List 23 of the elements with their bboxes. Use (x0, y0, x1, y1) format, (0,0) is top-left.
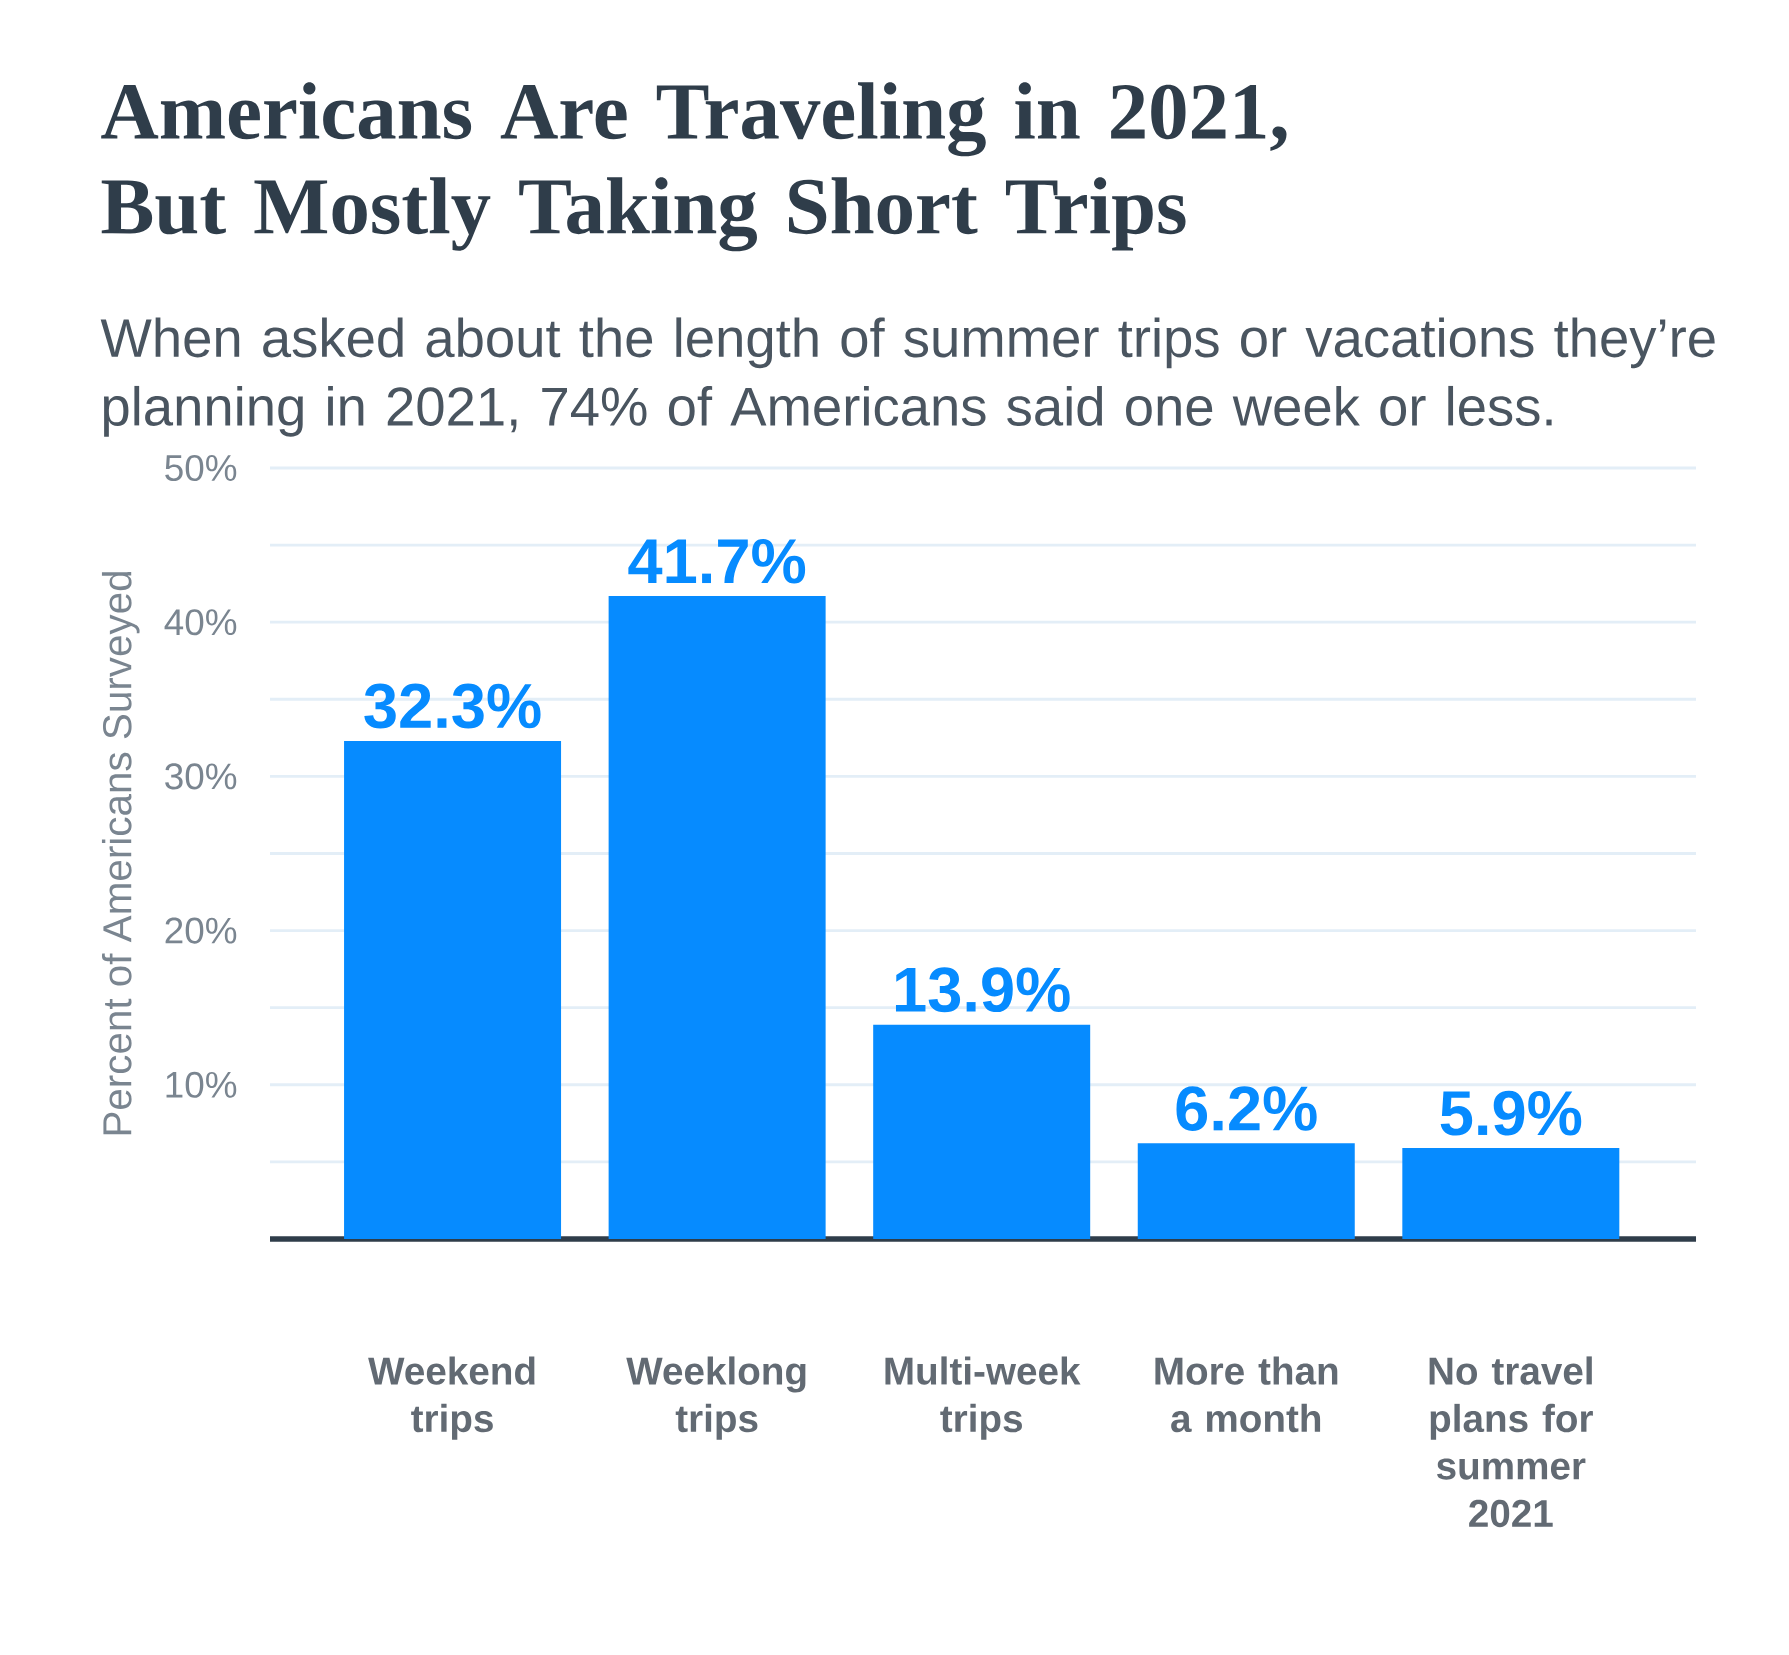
data-label: 5.9% (1440, 1090, 1582, 1136)
bar (608, 595, 826, 1239)
chart-subtitle: When asked about the length of summer trips or vacations they’re planning in 2021, 74% of Americans said one week or less. (100, 317, 1715, 437)
data-label: 13.9% (895, 967, 1070, 1013)
y-tick-label: 20% (165, 917, 237, 944)
x-tick-label: Multi-week trips (885, 1356, 1081, 1440)
bar (1402, 1148, 1620, 1239)
x-tick-label: Weekend trips (368, 1356, 535, 1440)
y-tick-label: 50% (165, 454, 237, 482)
x-tick-label: More than a month (1155, 1356, 1338, 1433)
x-tick-label: No travel plans for summer 2021 (1429, 1356, 1593, 1528)
data-label: 6.2% (1176, 1086, 1317, 1131)
chart-title: Americans Are Traveling in 2021, But Mostly Taking Short Trips (101, 82, 1287, 252)
bar (344, 740, 562, 1239)
x-tick-label: Weeklong trips (626, 1356, 806, 1440)
y-axis-title: Percent of Americans Surveyed (101, 572, 140, 1135)
data-label: 41.7% (628, 539, 806, 584)
y-tick-label: 40% (164, 609, 237, 636)
bar (1137, 1143, 1355, 1239)
y-tick-label: 30% (165, 763, 237, 790)
data-label: 32.3% (364, 683, 541, 729)
bar (873, 1024, 1091, 1239)
y-tick-label: 10% (166, 1071, 237, 1098)
